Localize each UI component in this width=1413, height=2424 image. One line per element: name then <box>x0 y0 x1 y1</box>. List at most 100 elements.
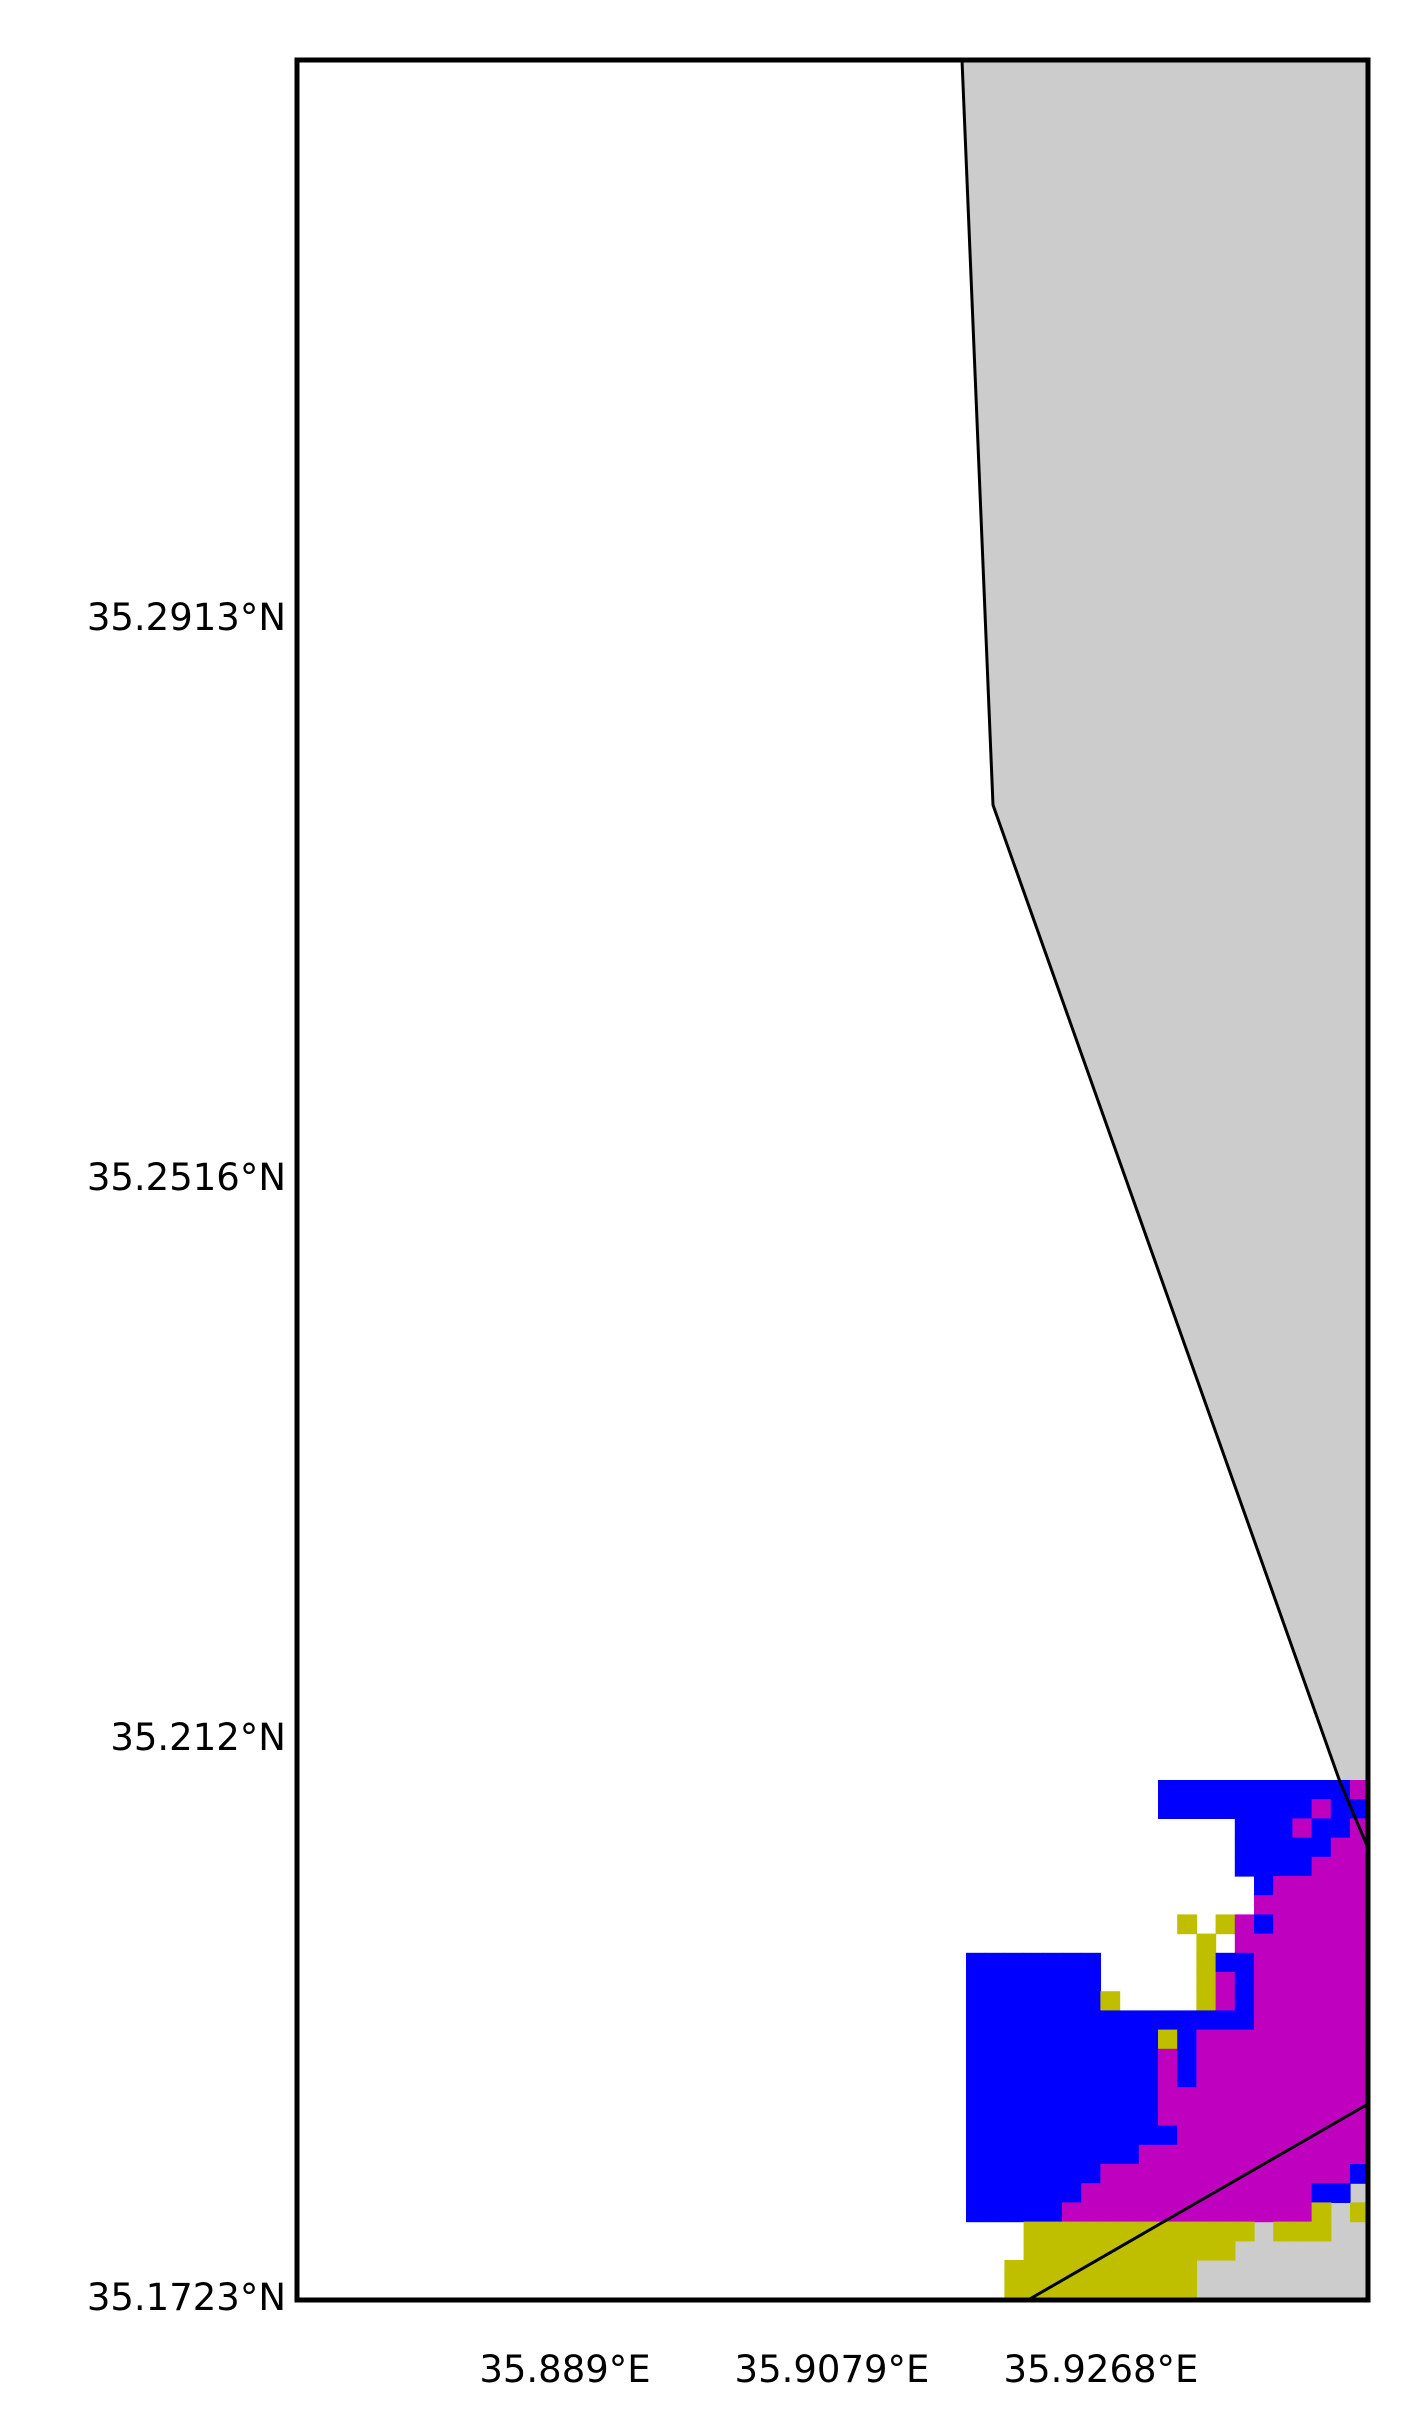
grid-cell-blue <box>1042 2029 1063 2050</box>
grid-cell-blue <box>1177 2048 1197 2069</box>
grid-cell-magenta <box>1215 2202 1236 2223</box>
grid-cell-blue <box>1138 2106 1159 2127</box>
grid-cell-blue <box>1004 2144 1025 2165</box>
grid-cell-magenta <box>1311 1876 1332 1896</box>
grid-cell-blue <box>1215 1780 1236 1800</box>
grid-cell-magenta <box>1138 2202 1159 2223</box>
grid-cell-magenta <box>1350 1876 1368 1896</box>
grid-cell-blue <box>1004 2202 1025 2223</box>
grid-cell-olive <box>1177 2240 1197 2261</box>
grid-cell-magenta <box>1215 2048 1236 2069</box>
grid-cell-magenta <box>1350 1914 1368 1935</box>
grid-cell-magenta <box>1330 2125 1351 2146</box>
grid-cell-blue <box>1004 2048 1025 2069</box>
grid-cell-magenta <box>1273 1933 1293 1954</box>
grid-cell-magenta <box>1292 2048 1313 2069</box>
grid-cell-magenta <box>1254 1895 1274 1915</box>
grid-cell-magenta <box>1273 1895 1293 1915</box>
grid-cell-magenta <box>1273 2183 1293 2203</box>
grid-cell-blue <box>1196 1780 1217 1800</box>
grid-cell-magenta <box>1254 2010 1274 2031</box>
grid-cell-blue <box>1081 2048 1101 2069</box>
grid-cell-blue <box>1023 2144 1044 2165</box>
grid-cell-blue <box>1100 2087 1121 2107</box>
grid-cell-blue <box>1292 1799 1313 1819</box>
grid-cell-magenta <box>1234 2087 1255 2107</box>
lat-label-4: 35.1723°N <box>87 2276 286 2319</box>
grid-cell-blue <box>1023 2164 1044 2184</box>
grid-cell-magenta <box>1273 2202 1293 2223</box>
grid-cell-blue <box>1004 2125 1025 2146</box>
grid-cell-magenta <box>1158 2106 1178 2127</box>
grid-cell-olive <box>1311 2221 1332 2242</box>
grid-cell-blue <box>1234 1780 1255 1800</box>
grid-cell-blue <box>1004 2068 1025 2088</box>
grid-cell-blue <box>1081 2010 1101 2031</box>
grid-cell-magenta <box>1330 2029 1351 2050</box>
grid-cell-magenta <box>1311 2144 1332 2165</box>
grid-cell-blue <box>1042 2125 1063 2146</box>
grid-cell-olive <box>1158 2029 1178 2050</box>
grid-cell-magenta <box>1292 2164 1313 2184</box>
grid-cell-blue <box>1062 2010 1082 2031</box>
grid-cell-magenta <box>1330 2068 1351 2088</box>
grid-cell-blue <box>1119 2106 1140 2127</box>
grid-cell-blue <box>1081 1972 1101 1992</box>
grid-cell-blue <box>1042 2048 1063 2069</box>
grid-cell-blue <box>1023 2202 1044 2223</box>
grid-cell-magenta <box>1196 2106 1217 2127</box>
grid-cell-blue <box>1119 2029 1140 2050</box>
grid-cell-magenta <box>1311 2010 1332 2031</box>
grid-cell-blue <box>1042 2010 1063 2031</box>
grid-cell-olive <box>1138 2260 1159 2280</box>
grid-cell-magenta <box>1330 2087 1351 2107</box>
grid-cell-magenta <box>1350 2087 1368 2107</box>
grid-cell-blue <box>1292 1780 1313 1800</box>
grid-cell-magenta <box>1177 2183 1197 2203</box>
grid-cell-blue <box>1023 2029 1044 2050</box>
grid-cell-magenta <box>1350 2029 1368 2050</box>
grid-cell-magenta <box>1330 2048 1351 2069</box>
grid-cell-magenta <box>1215 1972 1236 1992</box>
grid-cell-blue <box>1023 2125 1044 2146</box>
coastline-east <box>960 59 1370 1849</box>
grid-cell-blue <box>1004 2183 1025 2203</box>
grid-cell-magenta <box>1234 2125 1255 2146</box>
grid-cell-magenta <box>1311 1991 1332 2011</box>
grid-cell-blue <box>1042 1991 1063 2011</box>
grid-cell-blue <box>1177 2010 1197 2031</box>
grid-cell-olive <box>1062 2240 1082 2261</box>
grid-cell-magenta <box>1158 2144 1178 2165</box>
grid-cell-magenta <box>1273 1876 1293 1896</box>
grid-cell-blue <box>1196 2010 1217 2031</box>
grid-cell-magenta <box>1196 2068 1217 2088</box>
grid-cell-blue <box>1004 2029 1025 2050</box>
grid-cell-blue <box>1042 2144 1063 2165</box>
grid-cell-blue <box>1081 2144 1101 2165</box>
grid-cell-magenta <box>1292 1914 1313 1935</box>
grid-cell-blue <box>1234 1837 1255 1858</box>
grid-cell-blue <box>1081 2164 1101 2184</box>
grid-cell-magenta <box>1215 1991 1236 2011</box>
grid-cell-blue <box>1177 1780 1197 1800</box>
grid-cell-magenta <box>1311 2106 1332 2127</box>
grid-cell-blue <box>1023 1972 1044 1992</box>
grid-cell-magenta <box>1081 2202 1101 2223</box>
grid-cell-magenta <box>1311 1856 1332 1877</box>
grid-cell-magenta <box>1234 2068 1255 2088</box>
grid-cell-blue <box>1062 2106 1082 2127</box>
grid-cell-magenta <box>1292 1895 1313 1915</box>
grid-cell-blue <box>1215 1799 1236 1819</box>
grid-cell-magenta <box>1196 2048 1217 2069</box>
grid-cell-blue <box>1350 2164 1368 2184</box>
grid-cell-magenta <box>1273 1972 1293 1992</box>
grid-cell-blue <box>966 2125 986 2146</box>
grid-cell-magenta <box>1254 1991 1274 2011</box>
grid-cell-blue <box>1311 1818 1332 1839</box>
grid-cell-magenta <box>1273 2106 1293 2127</box>
grid-cell-blue <box>1234 2010 1255 2031</box>
grid-cell-blue <box>985 2010 1005 2031</box>
grid-cell-blue <box>1234 1799 1255 1819</box>
grid-cell-blue <box>1023 2183 1044 2203</box>
